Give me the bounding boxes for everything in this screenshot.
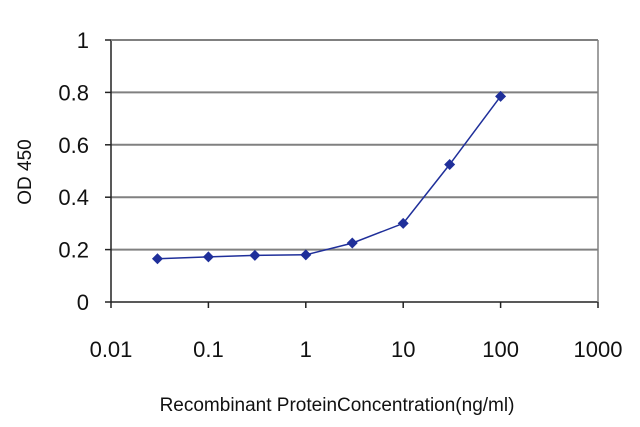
- y-tick-label-4: 0.8: [58, 80, 89, 105]
- data-point-6: [444, 158, 456, 170]
- data-point-5: [397, 217, 409, 229]
- y-tick-labels: 0 0.2 0.4 0.6 0.8 1: [58, 28, 89, 315]
- x-tick-labels: 0.01 0.1 1 10 100 1000: [90, 337, 623, 362]
- series-line: [157, 95, 502, 260]
- data-point-7: [495, 90, 507, 102]
- data-point-2: [249, 249, 261, 261]
- data-points: [151, 90, 507, 265]
- y-tick-label-5: 1: [77, 28, 89, 53]
- y-tick-label-1: 0.2: [58, 238, 89, 263]
- data-point-3: [300, 249, 312, 261]
- y-tick-label-2: 0.4: [58, 185, 89, 210]
- x-axis-title: Recombinant ProteinConcentration(ng/ml): [160, 395, 515, 416]
- x-tick-label-1: 0.1: [193, 337, 224, 362]
- x-tick-label-4: 100: [482, 337, 519, 362]
- y-tick-label-3: 0.6: [58, 133, 89, 158]
- y-tick-label-0: 0: [77, 290, 89, 315]
- data-point-4: [346, 237, 358, 249]
- x-tick-label-0: 0.01: [90, 337, 133, 362]
- data-point-1: [202, 251, 214, 263]
- y-axis-title: OD 450: [15, 139, 36, 204]
- axes: [105, 39, 599, 308]
- x-tick-label-3: 10: [391, 337, 415, 362]
- x-tick-label-2: 1: [300, 337, 312, 362]
- data-point-0: [151, 253, 163, 265]
- x-tick-label-5: 1000: [574, 337, 623, 362]
